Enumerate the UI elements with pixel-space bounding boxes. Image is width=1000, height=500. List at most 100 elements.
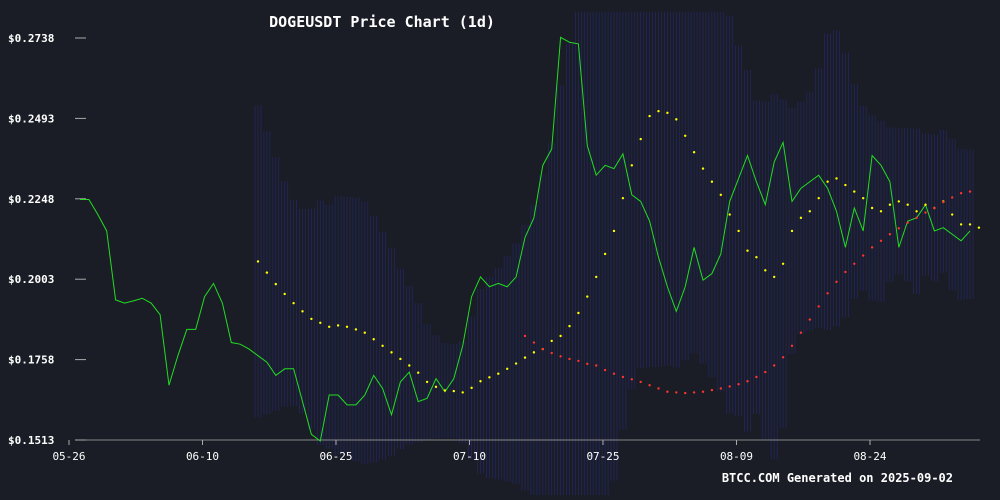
sma20-point: [568, 324, 571, 328]
sma50-point: [666, 390, 669, 393]
sma20-point: [523, 356, 527, 359]
sma50-point: [817, 305, 820, 308]
sma20-point: [835, 177, 838, 180]
sma50-point: [959, 192, 963, 195]
sma20-point: [488, 376, 491, 379]
sma50-point: [595, 364, 598, 367]
sma50-point: [764, 370, 767, 374]
sma50-point: [728, 385, 731, 388]
sma20-point: [968, 223, 972, 226]
sma50-point: [692, 391, 696, 394]
sma20-point: [514, 362, 518, 365]
sma50-point: [933, 206, 936, 210]
sma20-point: [328, 325, 331, 328]
chart-footer: BTCC.COM Generated on 2025-09-02: [722, 471, 953, 485]
sma50-point: [951, 196, 954, 199]
sma20-point: [434, 385, 438, 389]
sma20-point: [354, 328, 358, 331]
sma50-point: [719, 387, 722, 390]
sma20-point: [719, 193, 722, 197]
sma50-point: [879, 239, 883, 243]
sma20-point: [692, 151, 696, 154]
sma20-point: [603, 252, 607, 256]
sma20-point: [781, 262, 785, 265]
sma50-point: [550, 351, 553, 355]
y-tick-label: $0.2493: [8, 112, 54, 125]
sma20-point: [888, 203, 892, 206]
x-tick-label: 07-25: [586, 450, 619, 463]
sma50-point: [835, 280, 838, 284]
sma20-point: [612, 229, 616, 233]
x-tick-label: 08-24: [853, 450, 886, 463]
sma20-point: [310, 317, 313, 321]
sma20-point: [790, 229, 794, 233]
sma20-point: [906, 203, 909, 206]
sma20-point: [550, 339, 553, 343]
sma20-point: [710, 180, 714, 183]
sma50-point: [773, 364, 776, 367]
sma20-point: [399, 357, 402, 361]
sma20-point: [630, 164, 633, 167]
sma20-point: [408, 364, 411, 367]
sma50-point: [710, 388, 714, 392]
sma20-point: [844, 183, 847, 187]
sma20-point: [586, 295, 589, 298]
sma50-point: [862, 254, 865, 257]
sma50-point: [541, 347, 544, 351]
sma50-point: [826, 292, 829, 295]
volatility-bands: [254, 11, 974, 495]
x-tick-label: 06-10: [186, 450, 219, 463]
sma20-point: [319, 321, 322, 325]
axes: $0.1513 $0.1758 $0.2003 $0.2248 $0.2493 $0.27…: [8, 32, 980, 463]
y-tick-label: $0.1758: [8, 354, 54, 367]
y-tick-label: $0.2248: [8, 193, 54, 206]
y-tick-label: $0.2003: [8, 273, 54, 286]
sma50-point: [657, 387, 660, 390]
sma20-point: [390, 351, 393, 354]
sma20-point: [506, 367, 509, 370]
sma20-point: [737, 229, 740, 233]
sma50-point: [755, 375, 758, 379]
sma20-point: [336, 324, 340, 327]
sma20-point: [977, 226, 981, 229]
y-tick-label: $0.1513: [8, 434, 54, 447]
sma20-point: [924, 203, 927, 206]
sma20-point: [372, 338, 375, 341]
sma20-point: [951, 213, 954, 216]
sma20-point: [701, 167, 705, 170]
sma50-point: [808, 318, 811, 321]
sma20-point: [292, 301, 295, 305]
sma50-point: [612, 372, 616, 375]
x-tick-label: 07-10: [453, 450, 486, 463]
sma20-point: [657, 109, 660, 113]
sma50-point: [968, 190, 972, 193]
sma20-point: [817, 196, 820, 200]
sma50-point: [648, 383, 651, 387]
sma20-point: [559, 334, 562, 338]
sma50-point: [630, 378, 633, 381]
sma50-point: [746, 380, 749, 383]
sma20-point: [461, 391, 464, 394]
sma50-point: [897, 227, 900, 230]
sma20-point: [764, 269, 767, 272]
sma20-point: [648, 114, 651, 118]
sma50-point: [737, 383, 740, 386]
sma20-point: [915, 210, 918, 213]
sma20-point: [621, 196, 625, 200]
sma20-point: [799, 216, 803, 220]
series-layer: [80, 36, 981, 442]
sma20-point: [853, 190, 856, 193]
sma50-point: [523, 334, 527, 338]
sma50-point: [844, 270, 847, 274]
sma50-point: [603, 368, 607, 372]
sma20-point: [684, 134, 687, 137]
sma20-point: [808, 210, 811, 213]
sma20-point: [470, 386, 473, 390]
sma50-point: [853, 262, 856, 265]
y-tick-label: $0.2738: [8, 32, 54, 45]
sma50-point: [559, 355, 562, 358]
sma20-point: [479, 380, 482, 383]
sma50-point: [701, 390, 705, 393]
